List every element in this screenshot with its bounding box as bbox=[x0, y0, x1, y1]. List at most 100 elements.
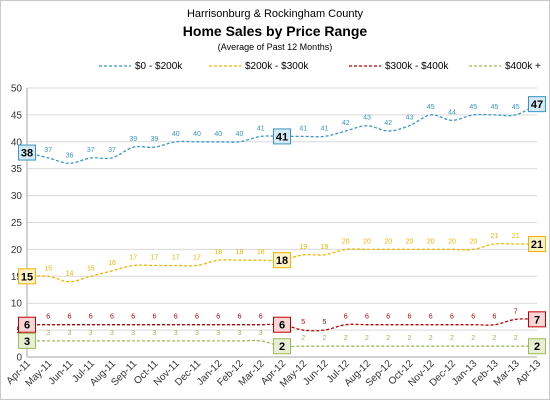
y-tick-label: 35 bbox=[11, 164, 23, 175]
chart-title-line3: (Average of Past 12 Months) bbox=[218, 42, 332, 52]
x-tick-label: Apr-13 bbox=[514, 358, 543, 387]
data-label: 42 bbox=[342, 120, 350, 127]
boxed-data-label: 21 bbox=[531, 239, 543, 251]
boxed-data-label: 2 bbox=[279, 341, 285, 353]
data-label: 2 bbox=[429, 335, 433, 342]
data-label: 39 bbox=[129, 136, 137, 143]
data-label: 2 bbox=[344, 335, 348, 342]
data-label: 6 bbox=[174, 314, 178, 321]
data-label: 3 bbox=[238, 330, 242, 337]
data-label: 20 bbox=[384, 238, 392, 245]
data-label: 3 bbox=[174, 330, 178, 337]
data-label: 6 bbox=[365, 314, 369, 321]
data-label: 16 bbox=[108, 260, 116, 267]
data-label: 20 bbox=[406, 238, 414, 245]
data-label: 39 bbox=[151, 136, 159, 143]
boxed-data-label: 2 bbox=[534, 341, 540, 353]
data-label: 45 bbox=[491, 104, 499, 111]
data-label: 3 bbox=[46, 330, 50, 337]
y-tick-label: 50 bbox=[11, 84, 23, 95]
data-label: 2 bbox=[471, 335, 475, 342]
data-label: 6 bbox=[46, 314, 50, 321]
boxed-data-label: 47 bbox=[531, 99, 543, 111]
data-label: 2 bbox=[301, 335, 305, 342]
data-label: 40 bbox=[172, 131, 180, 138]
y-tick-label: 10 bbox=[11, 299, 23, 310]
data-label: 19 bbox=[321, 244, 329, 251]
data-label: 44 bbox=[448, 109, 456, 116]
data-label: 6 bbox=[471, 314, 475, 321]
data-label: 6 bbox=[195, 314, 199, 321]
data-label: 3 bbox=[131, 330, 135, 337]
boxed-label-frame bbox=[18, 144, 36, 161]
data-label: 45 bbox=[469, 104, 477, 111]
data-label: 45 bbox=[427, 104, 435, 111]
boxed-label-frame bbox=[528, 236, 546, 253]
boxed-data-label: 6 bbox=[24, 320, 30, 332]
data-label: 43 bbox=[406, 115, 414, 122]
data-label: 2 bbox=[450, 335, 454, 342]
legend-label-2: $300k - $400k bbox=[385, 61, 449, 72]
data-label: 2 bbox=[386, 335, 390, 342]
data-label: 18 bbox=[236, 249, 244, 256]
data-label: 40 bbox=[236, 131, 244, 138]
data-label: 6 bbox=[153, 314, 157, 321]
data-label: 3 bbox=[195, 330, 199, 337]
y-tick-label: 15 bbox=[11, 272, 23, 283]
data-label: 5 bbox=[323, 319, 327, 326]
x-axis: Apr-11May-11Jun-11Jul-11Aug-11Sep-11Oct-… bbox=[5, 358, 544, 390]
data-label: 7 bbox=[514, 308, 518, 315]
boxed-data-label: 38 bbox=[21, 148, 33, 160]
data-label: 21 bbox=[491, 233, 499, 240]
chart-title-line2: Home Sales by Price Range bbox=[183, 23, 368, 39]
data-label: 6 bbox=[450, 314, 454, 321]
data-label: 2 bbox=[408, 335, 412, 342]
legend-label-1: $200k - $300k bbox=[245, 61, 309, 72]
data-label: 18 bbox=[257, 249, 265, 256]
data-label: 40 bbox=[214, 131, 222, 138]
data-label: 45 bbox=[512, 104, 520, 111]
chart-title-line1: Harrisonburg & Rockingham County bbox=[187, 8, 364, 20]
boxed-label-frame bbox=[18, 268, 36, 285]
data-label: 17 bbox=[172, 255, 180, 262]
data-label: 6 bbox=[110, 314, 114, 321]
data-label: 5 bbox=[301, 319, 305, 326]
data-label: 3 bbox=[153, 330, 157, 337]
data-label: 42 bbox=[384, 120, 392, 127]
boxed-data-label: 18 bbox=[276, 255, 288, 267]
data-label: 17 bbox=[129, 255, 137, 262]
data-label: 37 bbox=[87, 147, 95, 154]
data-label: 40 bbox=[193, 131, 201, 138]
y-tick-label: 45 bbox=[11, 110, 23, 121]
data-label: 3 bbox=[89, 330, 93, 337]
data-label: 15 bbox=[87, 265, 95, 272]
data-label: 3 bbox=[216, 330, 220, 337]
boxed-label-frame bbox=[528, 338, 546, 355]
legend-label-0: $0 - $200k bbox=[135, 61, 183, 72]
boxed-data-label: 3 bbox=[24, 336, 30, 348]
data-label: 6 bbox=[89, 314, 93, 321]
boxed-label-frame bbox=[18, 332, 36, 349]
data-label: 20 bbox=[342, 238, 350, 245]
data-label: 20 bbox=[363, 238, 371, 245]
data-label: 3 bbox=[259, 330, 263, 337]
data-label: 17 bbox=[151, 255, 159, 262]
boxed-label-frame bbox=[273, 316, 291, 333]
data-label: 20 bbox=[469, 238, 477, 245]
y-tick-label: 30 bbox=[11, 191, 23, 202]
boxed-label-frame bbox=[528, 311, 546, 328]
boxed-label-frame bbox=[528, 96, 546, 113]
data-label: 2 bbox=[493, 335, 497, 342]
boxed-data-label: 7 bbox=[534, 314, 540, 326]
data-label: 41 bbox=[257, 125, 265, 132]
boxed-data-label: 6 bbox=[279, 320, 285, 332]
data-label: 37 bbox=[44, 147, 52, 154]
boxed-label-frame bbox=[18, 316, 36, 333]
data-label: 3 bbox=[110, 330, 114, 337]
y-tick-label: 25 bbox=[11, 218, 23, 229]
data-label: 3 bbox=[68, 330, 72, 337]
data-label: 6 bbox=[68, 314, 72, 321]
y-tick-label: 0 bbox=[16, 353, 22, 364]
data-label: 6 bbox=[238, 314, 242, 321]
